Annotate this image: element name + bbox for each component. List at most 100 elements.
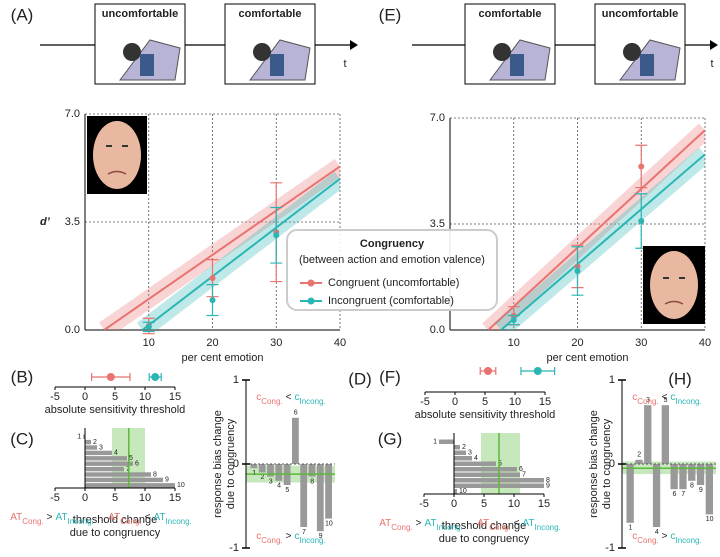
note-part: AT: [153, 512, 165, 523]
legend-label: Incongruent (comfortable): [328, 295, 454, 307]
face-left: [87, 116, 147, 194]
panel-label: (H): [668, 369, 692, 388]
bar-label: 7: [681, 491, 685, 498]
x-axis-label: threshold change: [442, 520, 526, 532]
bar: [85, 477, 163, 483]
bar: [705, 464, 713, 515]
bar: [316, 464, 324, 532]
y-tick-label: 1: [233, 374, 239, 386]
bar-label: 7: [126, 466, 130, 473]
frame-label: uncomfortable: [602, 8, 678, 20]
note-part: Incong.: [68, 517, 94, 526]
note-part: Incong.: [675, 397, 701, 406]
legend-subtitle: (between action and emotion valence): [299, 254, 485, 266]
bar: [258, 464, 266, 473]
bar: [652, 464, 661, 527]
bar: [267, 464, 274, 477]
bar: [439, 439, 454, 444]
note-part: Incong.: [299, 397, 325, 406]
bar-label: 8: [153, 471, 157, 478]
bar-label: 7: [302, 529, 306, 536]
bar: [635, 459, 643, 464]
bar: [679, 464, 687, 490]
bar-label: 3: [646, 397, 650, 404]
y-tick-label: -1: [605, 542, 615, 554]
bar-label: 5: [498, 461, 502, 468]
panel-label: (G): [378, 429, 403, 448]
x-tick-label: 15: [538, 498, 550, 510]
data-point: [209, 275, 216, 282]
bar: [670, 464, 678, 490]
y-tick-label: 7.0: [430, 112, 445, 124]
bar-label: 6: [135, 461, 139, 468]
bar: [85, 439, 91, 445]
bar-label: 10: [325, 520, 333, 527]
y-tick-label: 7.0: [65, 108, 80, 120]
note-part: c: [670, 531, 675, 542]
arrow: [350, 40, 358, 50]
legend-marker: [307, 297, 315, 305]
note-part: <: [286, 392, 292, 403]
legend-label: Congruent (uncomfortable): [328, 277, 459, 289]
axis-note: cCong. < cIncong.: [256, 392, 325, 406]
bar-label: 6: [519, 466, 523, 473]
x-axis-label: threshold change: [73, 514, 157, 526]
legend-box: [286, 229, 498, 311]
x-tick-label: 10: [509, 396, 521, 408]
legend-title: Congruency: [360, 238, 425, 250]
note-part: Cong.: [261, 397, 282, 406]
x-tick-label: 0: [82, 391, 88, 403]
x-tick-label: 5: [112, 492, 118, 504]
bar-label: 8: [546, 477, 550, 484]
axis-note: cCong. > cIncong.: [632, 531, 701, 545]
note-part: AT: [55, 512, 67, 523]
note-part: Cong.: [391, 523, 412, 532]
note-part: c: [632, 531, 637, 542]
y-tick-label: 3.5: [430, 218, 445, 230]
x-tick-label: -5: [420, 396, 430, 408]
axis-note: ATCong. > ATIncong.: [10, 512, 94, 526]
bar-label: 2: [260, 474, 264, 481]
x-tick-label: 5: [112, 391, 118, 403]
bar-label: 5: [129, 455, 133, 462]
bar: [454, 472, 520, 477]
note-part: c: [294, 392, 299, 403]
x-tick-label: 10: [508, 498, 520, 510]
bar: [275, 464, 283, 481]
bar: [85, 445, 97, 450]
x-tick-label: 15: [539, 396, 551, 408]
note-part: Incong.: [535, 523, 561, 532]
charts: (A) (B) (C) (D) (E) (F) (G) (H) uncomfortable com…: [10, 5, 716, 554]
y-axis-label: due to congruency: [601, 418, 613, 509]
note-part: Incong.: [166, 517, 192, 526]
x-tick-label: 40: [699, 337, 711, 349]
time-axis-label: t: [710, 58, 713, 70]
panel-label: (E): [379, 5, 402, 24]
bar: [85, 483, 175, 488]
bar: [300, 464, 308, 527]
x-axis-label: per cent emotion: [182, 352, 264, 364]
scene-illustration: [119, 39, 311, 81]
axis-note: cCong. < cIncong.: [632, 392, 701, 406]
note-part: c: [294, 531, 299, 542]
note-part: Cong.: [637, 536, 658, 545]
x-tick-label: 10: [143, 337, 155, 349]
bar: [454, 456, 472, 461]
x-axis-label: absolute sensitivity threshold: [415, 409, 556, 421]
bar-label: 6: [672, 491, 676, 498]
x-axis-label: due to congruency: [70, 527, 161, 539]
x-tick-label: 15: [169, 492, 181, 504]
bar: [454, 489, 457, 494]
time-axis-label: t: [343, 58, 346, 70]
note-part: c: [670, 392, 675, 403]
note-part: >: [662, 531, 668, 542]
bar-label: 4: [114, 450, 118, 457]
bar: [85, 450, 112, 456]
x-axis-label: per cent emotion: [547, 352, 629, 364]
data-point: [510, 317, 517, 324]
note-part: <: [662, 392, 668, 403]
y-axis-label: d’: [40, 216, 51, 228]
bar-label: 4: [277, 483, 281, 490]
note-part: AT: [424, 518, 436, 529]
fit-line: [500, 153, 705, 330]
